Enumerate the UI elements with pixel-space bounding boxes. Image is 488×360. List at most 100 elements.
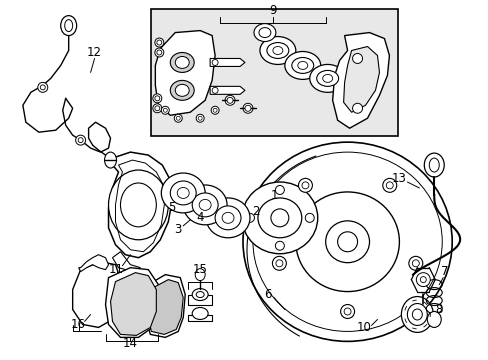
Polygon shape xyxy=(108,152,172,258)
Circle shape xyxy=(226,97,233,103)
Polygon shape xyxy=(143,275,185,337)
Circle shape xyxy=(305,213,314,222)
Ellipse shape xyxy=(285,51,320,80)
Circle shape xyxy=(40,85,45,90)
Ellipse shape xyxy=(258,198,301,238)
Circle shape xyxy=(174,114,182,122)
Ellipse shape xyxy=(291,58,313,73)
Circle shape xyxy=(213,108,217,112)
Polygon shape xyxy=(79,255,108,272)
Circle shape xyxy=(153,94,162,103)
Ellipse shape xyxy=(322,75,332,82)
Circle shape xyxy=(212,59,218,66)
Circle shape xyxy=(157,40,162,45)
Ellipse shape xyxy=(64,20,73,32)
Circle shape xyxy=(212,87,218,93)
Ellipse shape xyxy=(192,193,218,217)
Polygon shape xyxy=(188,315,212,321)
Ellipse shape xyxy=(297,62,307,69)
Ellipse shape xyxy=(215,206,241,230)
Ellipse shape xyxy=(243,142,451,341)
Circle shape xyxy=(275,185,284,194)
Text: 5: 5 xyxy=(168,201,176,215)
Circle shape xyxy=(275,241,284,250)
Ellipse shape xyxy=(192,289,208,301)
Circle shape xyxy=(245,213,254,222)
Ellipse shape xyxy=(316,71,338,86)
Ellipse shape xyxy=(309,64,345,92)
Circle shape xyxy=(352,103,362,113)
Ellipse shape xyxy=(199,199,211,210)
Text: 10: 10 xyxy=(356,321,371,334)
Text: 15: 15 xyxy=(192,263,207,276)
Circle shape xyxy=(38,82,48,92)
Circle shape xyxy=(420,276,426,283)
Ellipse shape xyxy=(175,84,189,96)
Text: 13: 13 xyxy=(391,171,406,185)
Polygon shape xyxy=(343,46,379,112)
Ellipse shape xyxy=(427,311,440,328)
Polygon shape xyxy=(332,32,388,128)
Ellipse shape xyxy=(407,303,427,325)
Ellipse shape xyxy=(61,15,77,36)
Circle shape xyxy=(155,106,160,111)
Polygon shape xyxy=(210,86,244,94)
Ellipse shape xyxy=(196,292,203,298)
Circle shape xyxy=(155,48,163,57)
Text: 4: 4 xyxy=(196,211,203,224)
Circle shape xyxy=(243,103,252,113)
Ellipse shape xyxy=(295,192,399,292)
Polygon shape xyxy=(110,273,156,336)
Circle shape xyxy=(78,138,83,143)
Circle shape xyxy=(272,256,286,270)
Ellipse shape xyxy=(242,182,317,254)
Text: 8: 8 xyxy=(435,303,442,316)
Circle shape xyxy=(161,106,169,114)
Polygon shape xyxy=(155,31,215,115)
Ellipse shape xyxy=(195,269,205,280)
Bar xyxy=(151,9,398,136)
Ellipse shape xyxy=(424,153,443,177)
Ellipse shape xyxy=(206,198,249,238)
Text: 1: 1 xyxy=(270,189,278,202)
Ellipse shape xyxy=(411,309,422,320)
Ellipse shape xyxy=(161,173,205,213)
Circle shape xyxy=(244,105,250,111)
Circle shape xyxy=(157,50,162,55)
Text: 14: 14 xyxy=(122,337,138,350)
Polygon shape xyxy=(146,280,183,334)
Ellipse shape xyxy=(104,152,116,168)
Circle shape xyxy=(415,273,429,287)
Polygon shape xyxy=(105,268,158,337)
Ellipse shape xyxy=(170,181,196,205)
Ellipse shape xyxy=(253,24,275,41)
Ellipse shape xyxy=(259,28,270,37)
Ellipse shape xyxy=(170,53,194,72)
Circle shape xyxy=(382,178,396,192)
Circle shape xyxy=(352,54,362,63)
Circle shape xyxy=(76,135,85,145)
Circle shape xyxy=(211,106,219,114)
Circle shape xyxy=(153,104,162,113)
Circle shape xyxy=(163,108,167,112)
Ellipse shape xyxy=(401,297,432,332)
Circle shape xyxy=(176,116,180,120)
Ellipse shape xyxy=(183,185,226,225)
Circle shape xyxy=(224,95,235,105)
Circle shape xyxy=(275,260,282,267)
Ellipse shape xyxy=(222,212,234,223)
Circle shape xyxy=(337,232,357,252)
Circle shape xyxy=(386,182,392,189)
Circle shape xyxy=(298,178,312,192)
Polygon shape xyxy=(112,252,140,272)
Ellipse shape xyxy=(260,37,295,64)
Circle shape xyxy=(198,116,202,120)
Circle shape xyxy=(340,305,354,319)
Polygon shape xyxy=(73,262,120,328)
Circle shape xyxy=(196,114,203,122)
Ellipse shape xyxy=(108,170,168,240)
Circle shape xyxy=(155,96,160,101)
Circle shape xyxy=(408,256,422,270)
Polygon shape xyxy=(188,294,212,305)
Circle shape xyxy=(155,38,163,47)
